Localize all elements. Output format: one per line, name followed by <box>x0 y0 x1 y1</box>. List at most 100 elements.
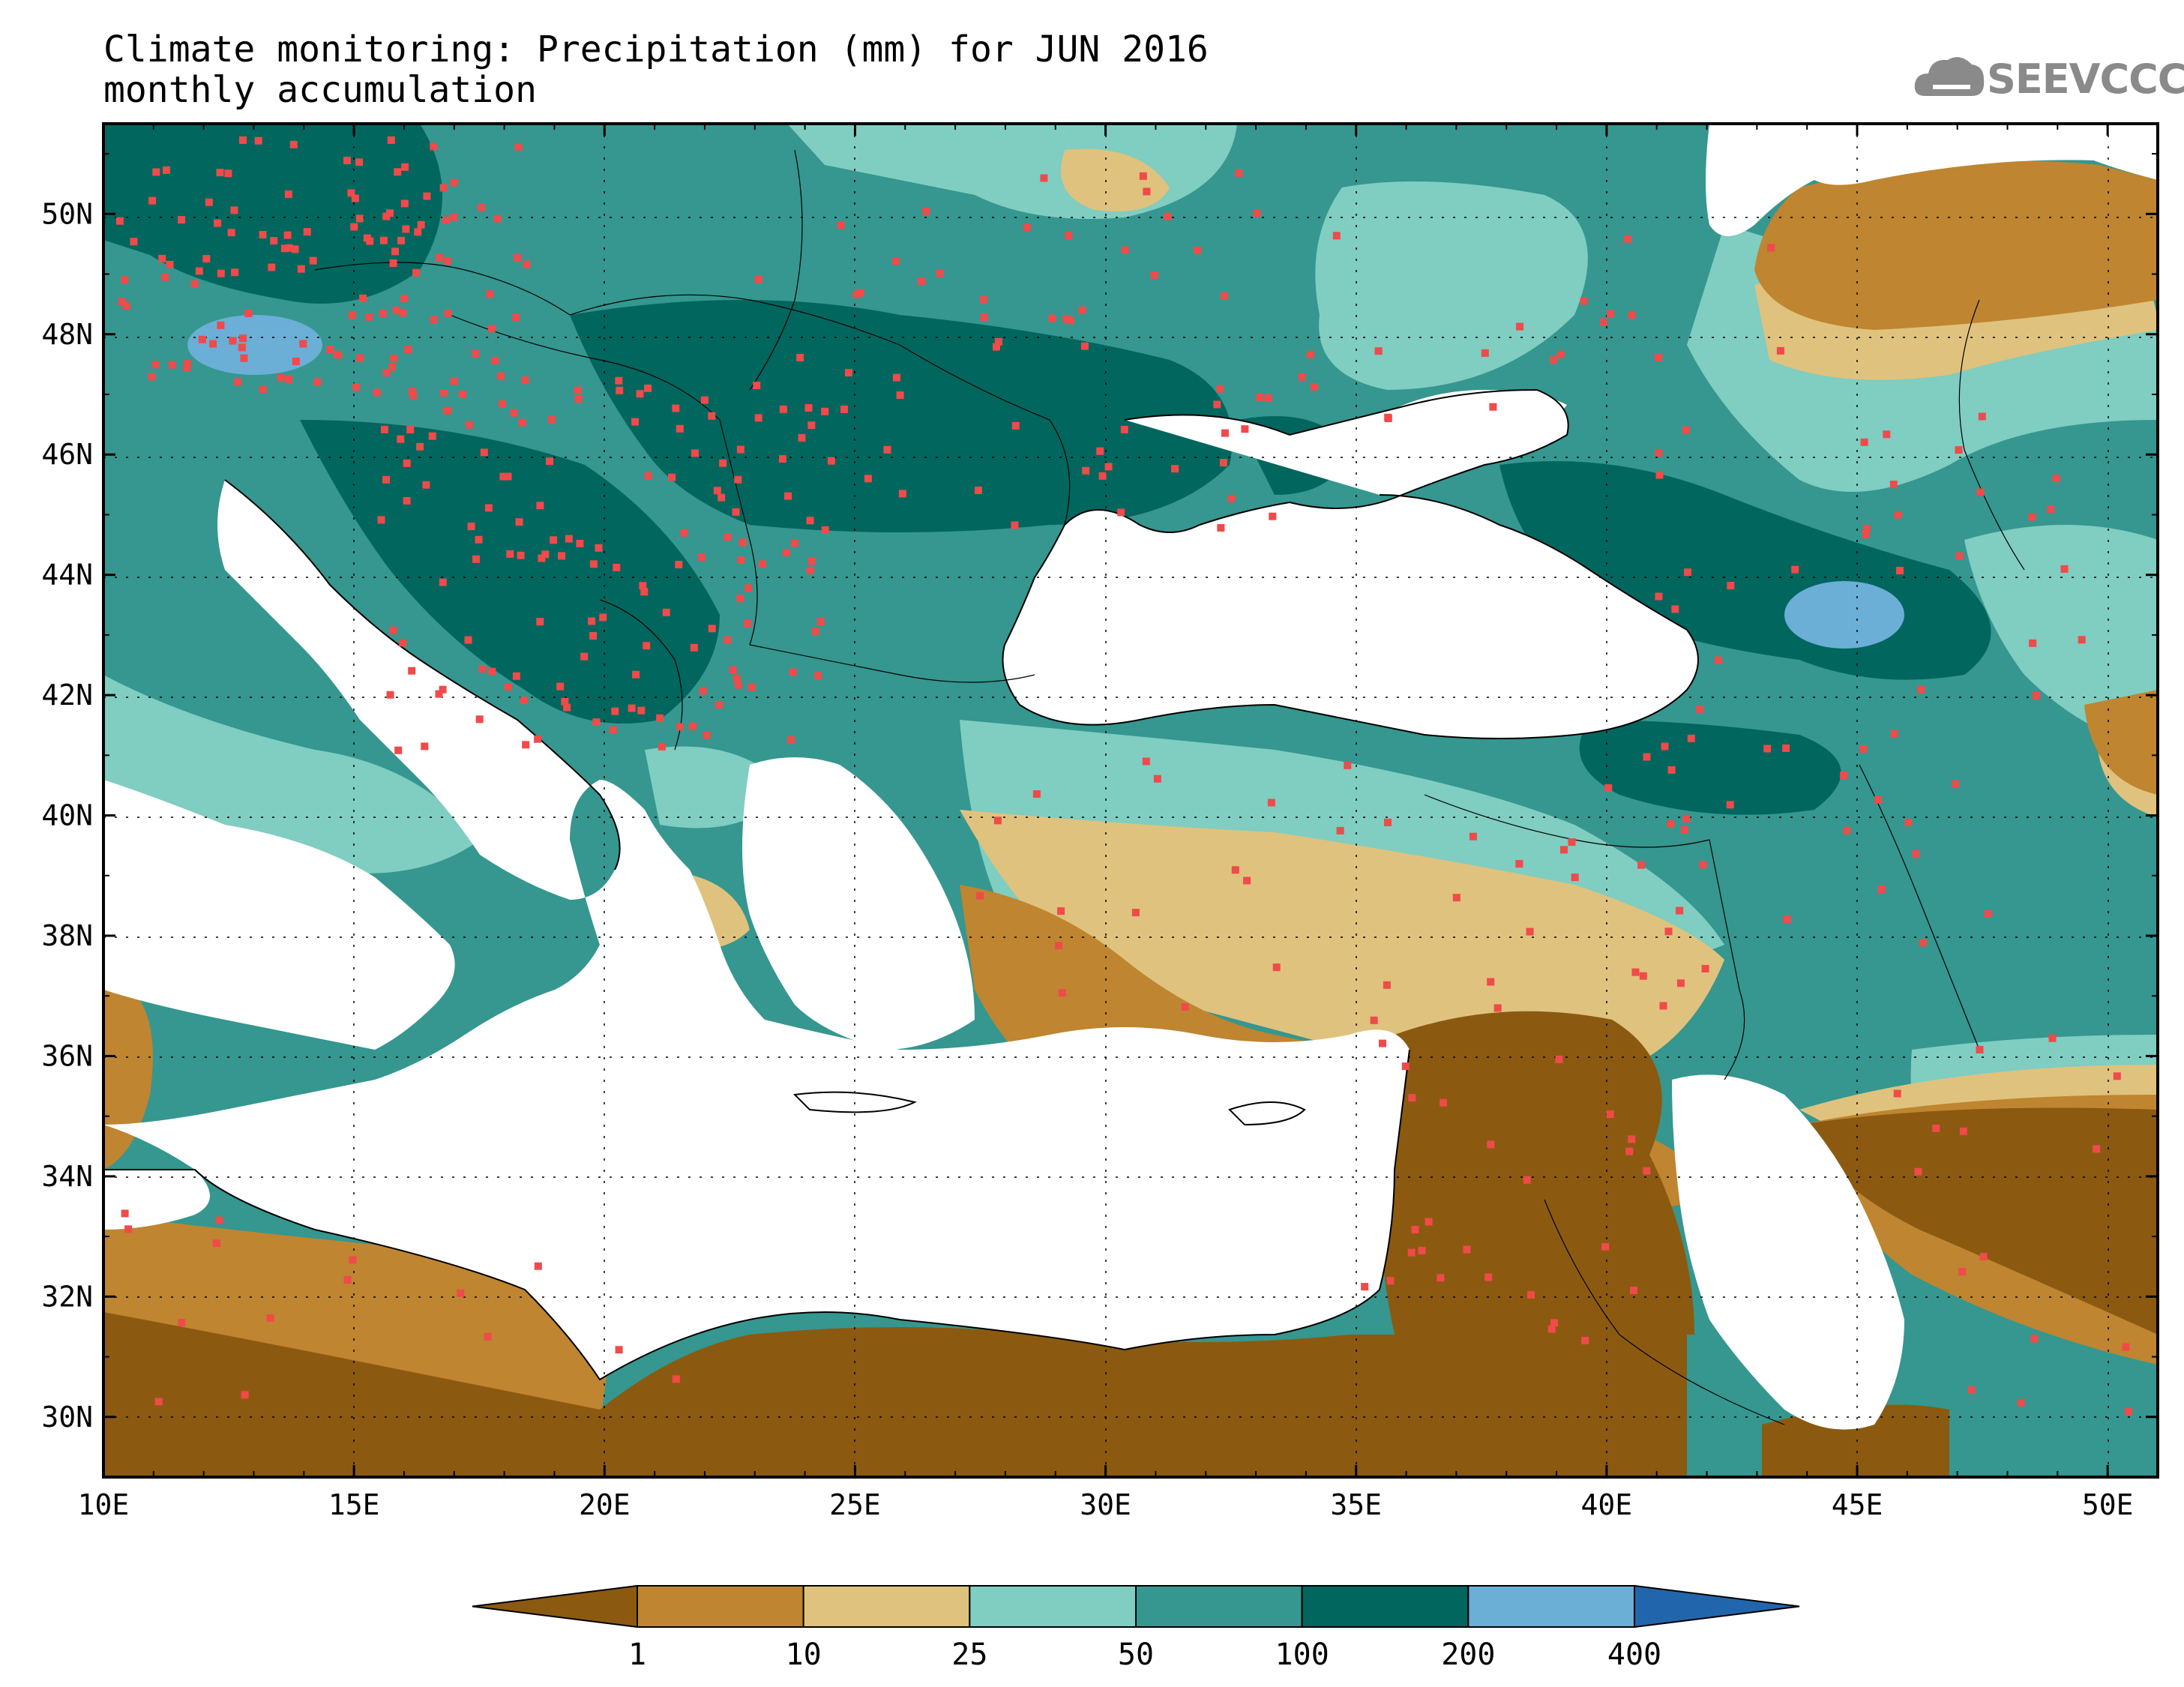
station-marker <box>416 442 424 451</box>
station-marker <box>719 459 727 467</box>
station-marker <box>268 263 276 271</box>
station-marker <box>151 361 160 369</box>
station-marker <box>1040 174 1048 182</box>
station-marker <box>1142 757 1150 766</box>
station-marker <box>672 1375 680 1383</box>
station-marker <box>715 701 724 709</box>
station-marker <box>787 736 795 744</box>
colorbar-label: 200 <box>1441 1638 1495 1672</box>
station-marker <box>439 184 448 192</box>
station-marker <box>1555 1055 1563 1063</box>
station-marker <box>616 386 624 394</box>
station-marker <box>521 376 529 385</box>
station-marker <box>1727 582 1735 589</box>
station-marker <box>285 376 292 383</box>
station-marker <box>289 140 298 148</box>
station-marker <box>373 388 381 397</box>
station-marker <box>520 697 528 705</box>
station-marker <box>122 302 130 310</box>
lon-tick-label: 50E <box>2082 1488 2134 1521</box>
station-marker <box>589 632 598 640</box>
station-marker <box>1515 860 1523 868</box>
station-marker <box>1264 394 1272 402</box>
station-marker <box>1684 568 1691 577</box>
station-marker <box>580 652 589 661</box>
station-marker <box>811 628 819 636</box>
station-marker <box>130 238 138 246</box>
colorbar: 1 10 25 50 100 200 400 <box>472 1584 1800 1672</box>
station-marker <box>217 321 225 329</box>
station-marker <box>1408 1094 1416 1102</box>
colorbar-box <box>1301 1585 1469 1628</box>
lat-tick-label: 50N <box>41 197 93 230</box>
station-marker <box>430 316 438 324</box>
station-marker <box>690 643 698 652</box>
station-marker <box>744 584 753 592</box>
station-marker <box>406 426 415 434</box>
station-marker <box>484 504 493 512</box>
station-marker <box>639 582 647 590</box>
colorbar-box <box>1135 1585 1303 1628</box>
station-marker <box>1701 965 1709 972</box>
station-marker <box>574 386 582 394</box>
station-marker <box>517 551 525 559</box>
station-marker <box>343 157 351 165</box>
colorbar-label: 10 <box>786 1638 822 1672</box>
station-marker <box>240 354 248 362</box>
station-marker <box>1370 1016 1378 1024</box>
station-marker <box>391 247 399 256</box>
station-marker <box>1676 979 1685 987</box>
field-200-400-caucasus <box>1784 581 1904 649</box>
station-marker <box>1625 1147 1634 1155</box>
station-marker <box>798 433 806 442</box>
station-marker <box>778 455 786 463</box>
station-marker <box>1523 1176 1531 1184</box>
station-marker <box>442 216 450 224</box>
station-marker <box>1104 463 1113 471</box>
station-marker <box>230 206 238 214</box>
station-marker <box>1643 1167 1651 1175</box>
station-marker <box>238 343 246 352</box>
station-marker <box>700 396 709 404</box>
lat-tick-label: 48N <box>41 318 93 351</box>
station-marker <box>1606 1110 1614 1119</box>
station-marker <box>277 373 285 382</box>
station-marker <box>1516 322 1524 331</box>
station-marker <box>224 169 232 178</box>
lat-tick-label: 40N <box>41 799 93 832</box>
station-marker <box>484 1332 492 1341</box>
station-marker <box>974 487 982 494</box>
colorbar-label: 50 <box>1118 1638 1154 1672</box>
station-markers <box>115 136 2132 1416</box>
station-marker <box>918 277 926 286</box>
station-marker <box>1058 989 1066 997</box>
station-marker <box>1253 209 1261 217</box>
station-marker <box>389 626 397 634</box>
station-marker <box>464 636 472 644</box>
station-marker <box>499 400 506 409</box>
station-marker <box>512 672 520 680</box>
station-marker <box>1332 232 1341 240</box>
station-marker <box>239 136 247 144</box>
station-marker <box>1955 552 1964 560</box>
station-marker <box>1699 861 1707 869</box>
station-marker <box>154 1398 163 1406</box>
station-marker <box>1581 1336 1589 1344</box>
station-marker <box>227 229 235 237</box>
station-marker <box>241 1391 249 1399</box>
station-marker <box>1726 801 1734 809</box>
station-marker <box>806 566 814 574</box>
station-marker <box>662 608 670 616</box>
station-marker <box>121 1209 129 1218</box>
station-marker <box>399 639 407 647</box>
station-marker <box>2029 639 2037 647</box>
station-marker <box>1065 231 1073 239</box>
station-marker <box>280 244 289 253</box>
station-marker <box>291 245 299 253</box>
cloud-icon <box>1914 57 1985 96</box>
station-marker <box>408 387 416 395</box>
station-marker <box>1344 761 1352 769</box>
mediterranean-sea <box>103 480 1410 1380</box>
station-marker <box>1117 508 1125 517</box>
